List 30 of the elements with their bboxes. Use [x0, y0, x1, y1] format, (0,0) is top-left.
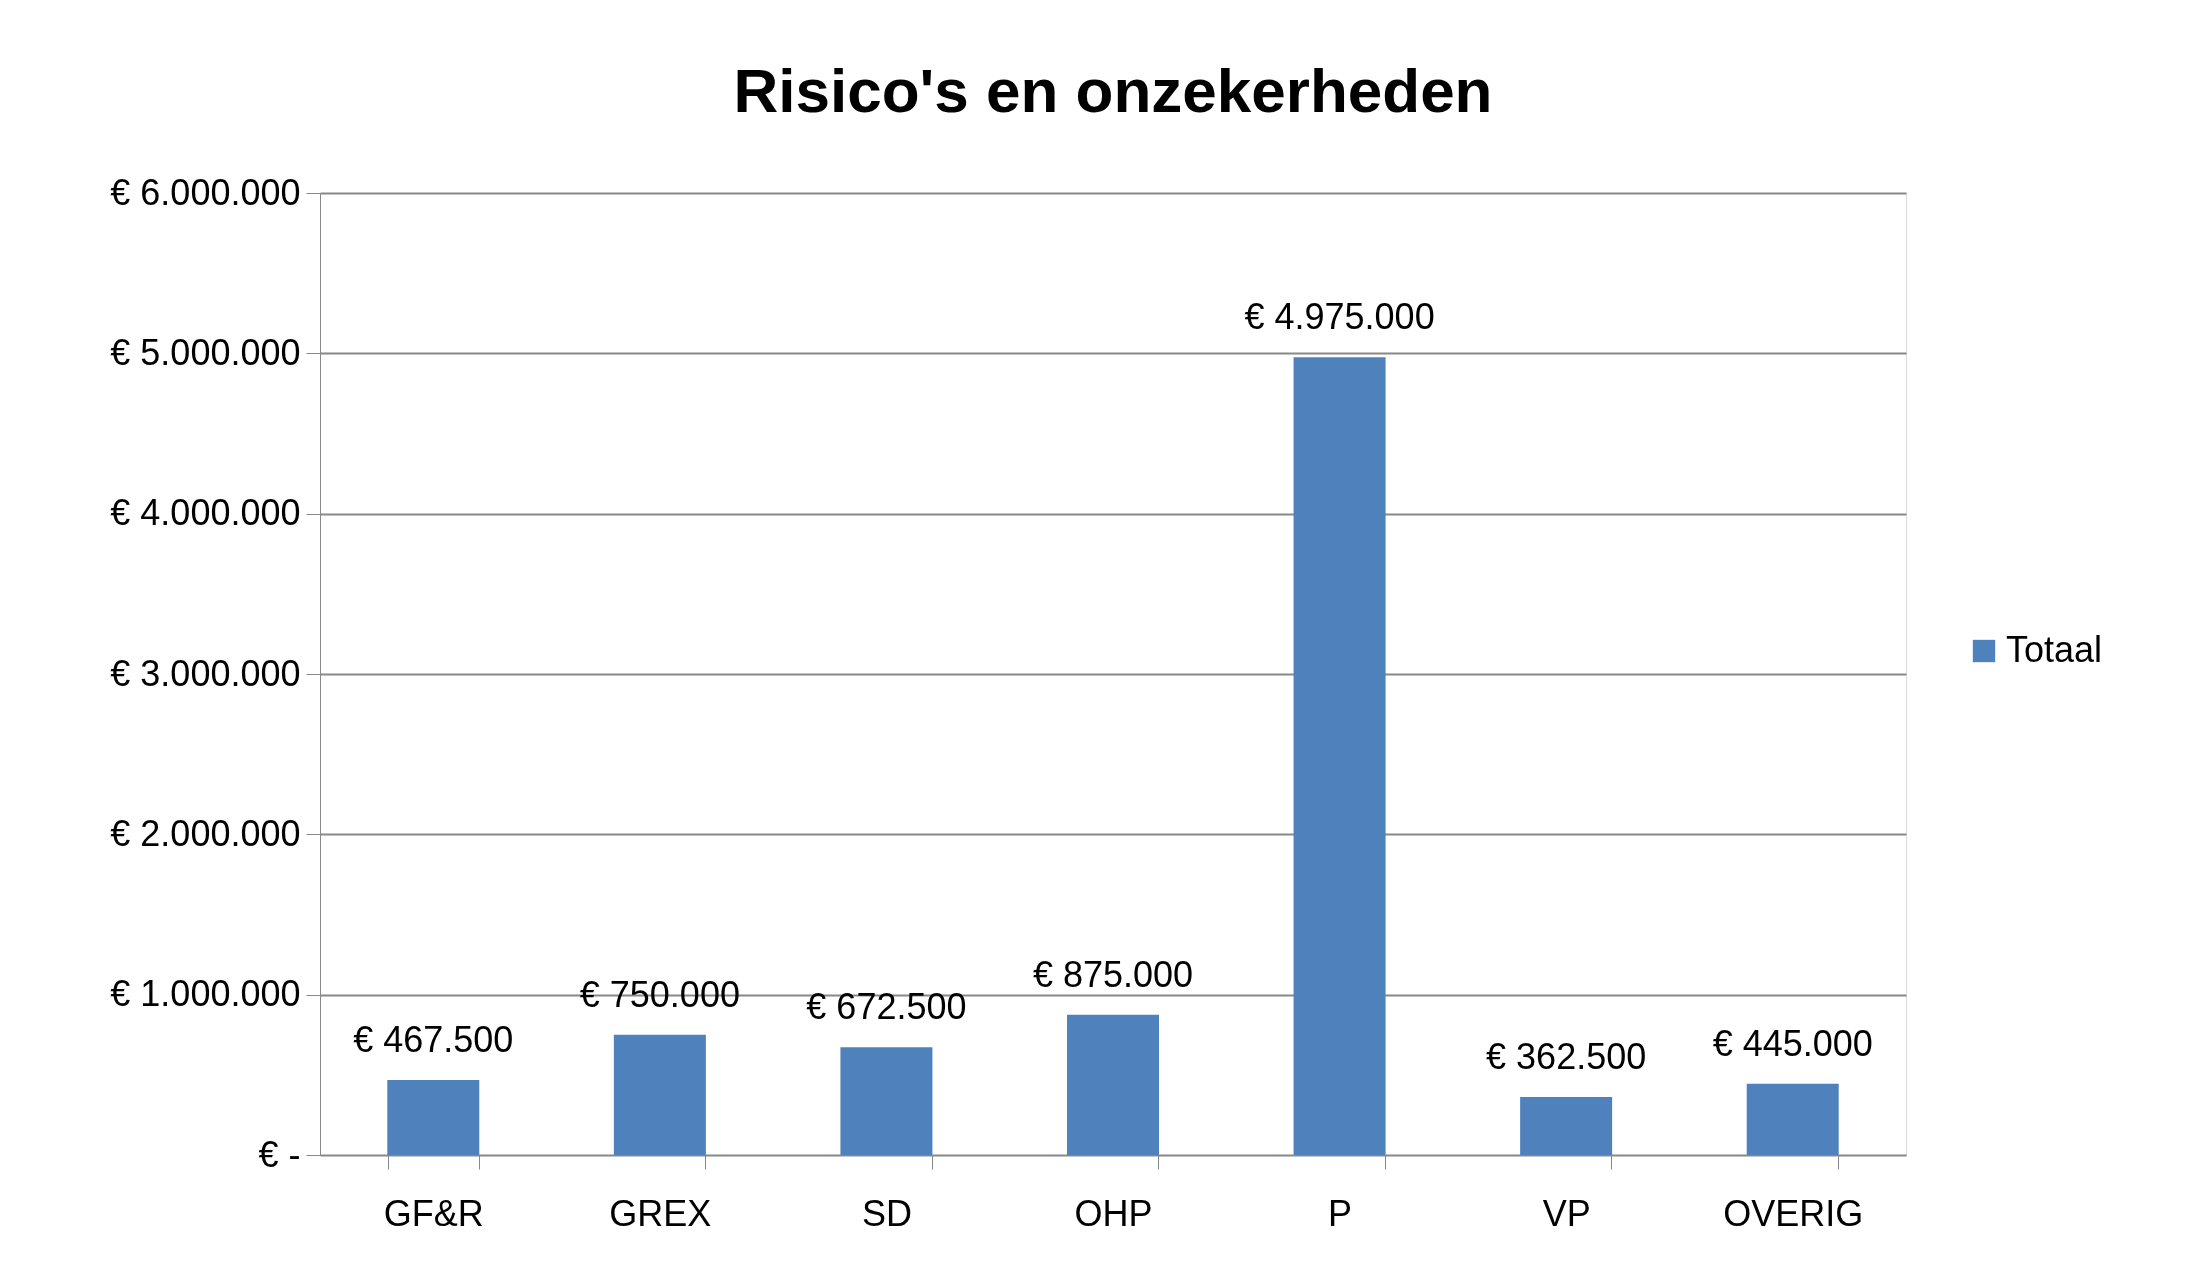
y-tick-label: € 4.000.000	[110, 492, 301, 534]
data-label: € 4.975.000	[1244, 296, 1435, 338]
data-label: € 467.500	[353, 1019, 514, 1061]
x-tick-label: P	[1328, 1192, 1353, 1234]
data-label: € 750.000	[579, 973, 740, 1015]
bar	[840, 1047, 933, 1155]
bar	[1520, 1096, 1613, 1155]
legend-label: Totaal	[2006, 629, 2103, 670]
bar	[613, 1034, 706, 1155]
y-tick-label: € 2.000.000	[110, 812, 301, 854]
data-label: € 875.000	[1032, 953, 1194, 995]
y-tick-label: € 6.000.000	[110, 171, 301, 213]
bar	[1293, 357, 1386, 1155]
y-tick-label: € -	[258, 1133, 301, 1175]
y-tick-label: € 5.000.000	[110, 331, 301, 373]
x-tick-label: VP	[1542, 1192, 1591, 1234]
chart-title: Risico's en onzekerheden	[733, 56, 1493, 125]
x-tick-label: OHP	[1074, 1192, 1153, 1234]
y-tick-label: € 1.000.000	[110, 973, 301, 1015]
x-tick-label: GF&R	[383, 1192, 484, 1234]
x-tick-label: GREX	[609, 1192, 712, 1234]
y-tick-label: € 3.000.000	[110, 652, 301, 694]
data-label: € 445.000	[1712, 1022, 1873, 1064]
data-label: € 362.500	[1486, 1035, 1647, 1077]
x-tick-label: SD	[861, 1192, 912, 1234]
bar	[1746, 1083, 1839, 1155]
x-tick-label: OVERIG	[1723, 1192, 1864, 1234]
bar	[387, 1080, 480, 1155]
bar	[1067, 1014, 1159, 1155]
data-label: € 672.500	[806, 986, 967, 1028]
